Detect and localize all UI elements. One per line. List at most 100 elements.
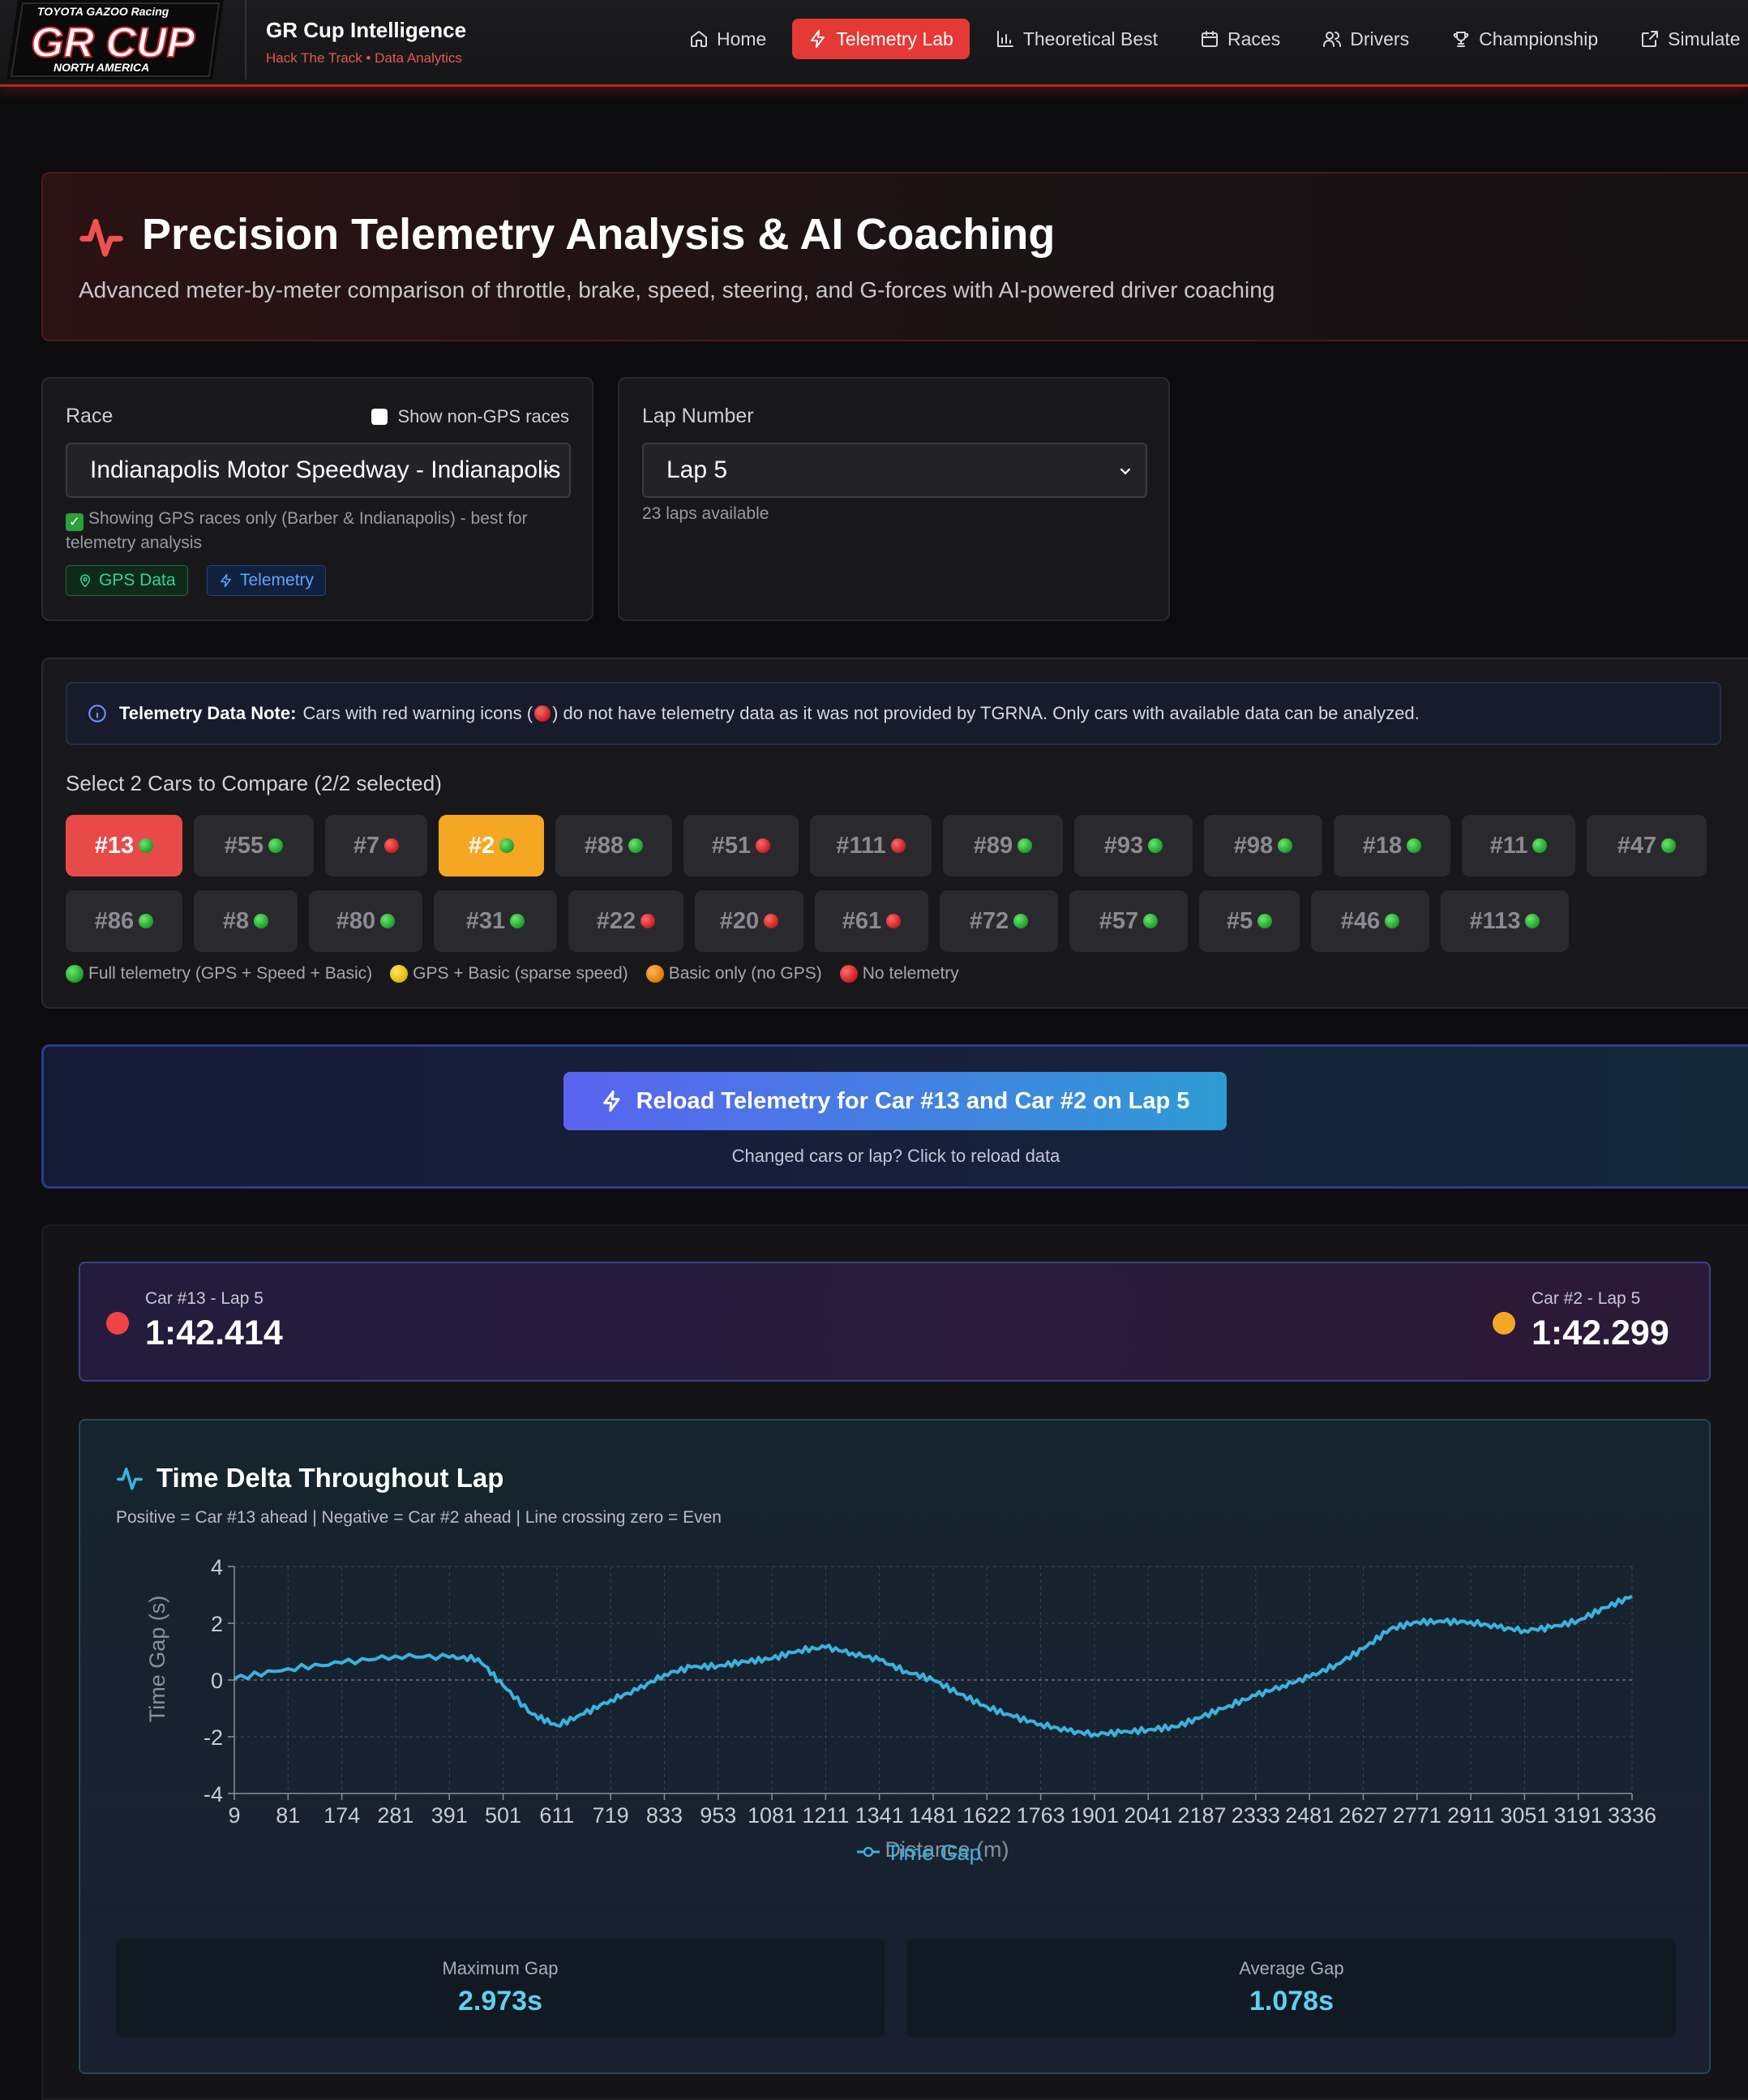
car-button[interactable]: #80	[309, 890, 422, 952]
show-non-gps-checkbox[interactable]: Show non-GPS races	[371, 406, 569, 427]
green-dot-icon	[1018, 838, 1033, 853]
green-dot-icon	[1257, 914, 1273, 928]
car-number: #111	[836, 832, 886, 859]
car-button[interactable]: #46	[1311, 890, 1429, 952]
hero-banner: Precision Telemetry Analysis & AI Coachi…	[41, 172, 1748, 341]
race-select-value: Indianapolis Motor Speedway - Indianapol…	[90, 456, 561, 483]
car-number: #5	[1226, 907, 1253, 934]
legend-none: No telemetry	[839, 964, 959, 984]
nav-races[interactable]: Races	[1184, 19, 1296, 59]
car-button[interactable]: #93	[1074, 815, 1193, 876]
car-button[interactable]: #98	[1204, 815, 1322, 876]
delta-title: Time Delta Throughout Lap	[156, 1463, 504, 1493]
x-axis-label: Distance (m)	[885, 1837, 1009, 1862]
car-number: #93	[1103, 832, 1144, 859]
car-number: #31	[465, 907, 506, 934]
nav-home[interactable]: Home	[673, 19, 782, 59]
car-button[interactable]: #5	[1199, 890, 1300, 952]
max-gap-label: Maximum Gap	[442, 1958, 559, 1978]
green-dot-icon	[139, 914, 154, 928]
nav-simulate-label: Simulate	[1668, 28, 1741, 49]
home-icon	[691, 31, 707, 47]
lap-select[interactable]: Lap 5	[642, 443, 1147, 498]
green-dot-icon	[510, 914, 525, 928]
race-hint: ✓ Showing GPS races only (Barber & Indian…	[66, 509, 528, 552]
x-tick-label: 174	[323, 1803, 360, 1828]
green-dot-icon	[1148, 838, 1163, 853]
x-tick-label: 2187	[1177, 1803, 1226, 1828]
top-nav: TOYOTA GAZOO Racing GR CUP NORTH AMERICA…	[0, 0, 1748, 87]
car-selection-panel: Telemetry Data Note: Cars with red warni…	[41, 658, 1748, 1009]
reload-subtext: Changed cars or lap? Click to reload dat…	[731, 1146, 1060, 1166]
nav-telemetry-label: Telemetry Lab	[836, 28, 953, 49]
y-axis-label: Time Gap (s)	[145, 1596, 169, 1723]
car-button[interactable]: #22	[568, 890, 683, 952]
time-delta-chart[interactable]: 9 81 174 281 391 501 611 719 833 953 1081 1211 1341 1…	[80, 1421, 1712, 2076]
car-button[interactable]: #113	[1441, 890, 1569, 952]
x-tick-label: 2333	[1232, 1803, 1280, 1828]
y-tick-label: 2	[211, 1612, 223, 1636]
telemetry-tag: Telemetry	[207, 565, 327, 596]
car-button[interactable]: #51	[683, 815, 799, 876]
x-tick-label: 719	[593, 1803, 629, 1828]
x-tick-label: 953	[700, 1803, 736, 1828]
delta-subtitle: Positive = Car #13 ahead | Negative = Ca…	[116, 1508, 722, 1527]
race-label: Race	[66, 405, 114, 427]
x-tick-label: 2041	[1124, 1803, 1172, 1828]
zap-icon	[602, 1090, 620, 1112]
y-tick-label: -4	[204, 1782, 223, 1806]
x-tick-label: 833	[646, 1803, 683, 1828]
car-2-lap-label: Car #2 - Lap 5	[1532, 1289, 1641, 1308]
reload-telemetry-button[interactable]: Reload Telemetry for Car #13 and Car #2 …	[563, 1072, 1227, 1130]
x-tick-label: 2771	[1393, 1803, 1442, 1828]
nav-theoretical-label: Theoretical Best	[1022, 28, 1159, 49]
lap-select-value: Lap 5	[666, 456, 728, 483]
car-button[interactable]: #57	[1069, 890, 1188, 952]
car-button[interactable]: #18	[1334, 815, 1450, 876]
race-panel: Race Show non-GPS races Indianapolis Mot…	[41, 377, 593, 621]
nav-telemetry-lab[interactable]: Telemetry Lab	[792, 19, 970, 59]
x-tick-label: 3336	[1608, 1803, 1656, 1828]
checkbox-label: Show non-GPS races	[397, 406, 569, 426]
car-number: #22	[596, 907, 636, 934]
nav-championship[interactable]: Championship	[1435, 19, 1614, 59]
car-button[interactable]: #2	[439, 815, 544, 876]
car-button[interactable]: #13	[66, 815, 182, 876]
svg-text:TOYOTA GAZOO Racing: TOYOTA GAZOO Racing	[37, 5, 169, 18]
car-button[interactable]: #88	[555, 815, 672, 876]
car-button[interactable]: #7	[325, 815, 427, 876]
green-dot-icon	[1532, 838, 1548, 853]
red-dot-icon	[764, 914, 779, 928]
nav-drivers-label: Drivers	[1350, 28, 1410, 49]
calendar-icon	[1202, 31, 1219, 47]
car-button[interactable]: #111	[810, 815, 932, 876]
gr-cup-logo[interactable]: TOYOTA GAZOO Racing GR CUP NORTH AMERICA	[6, 0, 224, 79]
map-pin-icon	[80, 574, 90, 588]
green-dot-icon	[1143, 914, 1159, 928]
nav-simulate[interactable]: Simulate	[1624, 19, 1748, 59]
red-dot-icon	[384, 838, 400, 853]
car-button[interactable]: #72	[940, 890, 1058, 952]
checkbox-box[interactable]	[371, 409, 388, 425]
lap-label: Lap Number	[642, 405, 754, 427]
x-tick-label: 1763	[1017, 1803, 1065, 1828]
users-icon	[1323, 32, 1342, 47]
car-button[interactable]: #20	[695, 890, 803, 952]
car-button[interactable]: #47	[1587, 815, 1707, 876]
car-button[interactable]: #8	[194, 890, 298, 952]
car-button[interactable]: #31	[434, 890, 557, 952]
car-button[interactable]: #86	[66, 890, 182, 952]
car-button[interactable]: #89	[943, 815, 1063, 876]
car-button[interactable]: #55	[194, 815, 314, 876]
car-2-color-dot	[1493, 1312, 1515, 1335]
car-button[interactable]: #11	[1462, 815, 1575, 876]
note-text-after: ) do not have telemetry data as it was n…	[552, 703, 1420, 723]
x-tick-label: 3051	[1500, 1803, 1549, 1828]
race-select[interactable]: Indianapolis Motor Speedway - Indianapol…	[66, 443, 571, 498]
laps-available: 23 laps available	[642, 504, 769, 523]
car-button[interactable]: #61	[815, 890, 928, 952]
note-text-before: Cars with red warning icons (	[302, 703, 533, 723]
nav-drivers[interactable]: Drivers	[1306, 19, 1425, 59]
x-tick-label: 1081	[748, 1803, 796, 1828]
nav-theoretical-best[interactable]: Theoretical Best	[979, 19, 1174, 59]
